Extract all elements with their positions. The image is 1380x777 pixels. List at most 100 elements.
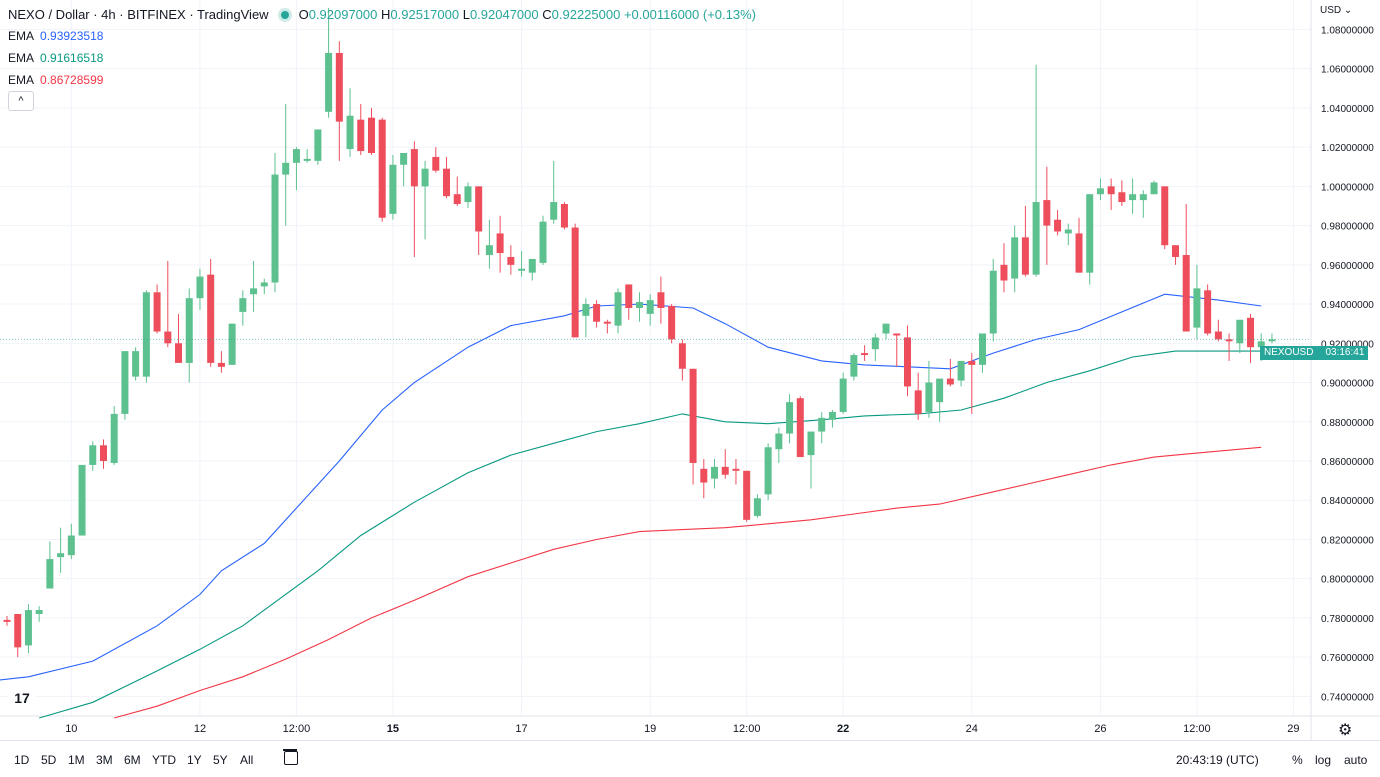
timeframe-5y[interactable]: 5Y	[213, 753, 228, 767]
candle-up[interactable]	[850, 355, 858, 377]
candle-down[interactable]	[893, 333, 901, 336]
candle-up[interactable]	[635, 302, 643, 308]
candle-up[interactable]	[539, 221, 547, 263]
timeframe-1d[interactable]: 1D	[14, 753, 30, 767]
candle-down[interactable]	[560, 204, 568, 228]
candle-up[interactable]	[303, 158, 311, 161]
candle-down[interactable]	[743, 470, 751, 520]
currency-selector[interactable]: USD ⌄	[1320, 5, 1353, 16]
candle-up[interactable]	[67, 535, 75, 556]
candle-up[interactable]	[1032, 202, 1040, 275]
candle-up[interactable]	[239, 298, 247, 312]
candle-up[interactable]	[485, 245, 493, 256]
candle-down[interactable]	[1054, 219, 1062, 232]
candle-up[interactable]	[1011, 237, 1019, 279]
candle-down[interactable]	[1214, 331, 1222, 340]
candle-up[interactable]	[46, 559, 54, 589]
candle-down[interactable]	[861, 353, 869, 356]
timeframe-5d[interactable]: 5D	[41, 753, 57, 767]
ema-legend-1[interactable]: EMA 0.93923518	[8, 29, 104, 43]
candle-up[interactable]	[828, 411, 836, 420]
candle-up[interactable]	[957, 360, 965, 381]
candle-down[interactable]	[1021, 237, 1029, 275]
candle-up[interactable]	[110, 413, 118, 463]
candle-down[interactable]	[1043, 200, 1051, 226]
candle-up[interactable]	[1129, 194, 1137, 201]
candle-up[interactable]	[839, 378, 847, 412]
candle-up[interactable]	[764, 447, 772, 495]
candle-down[interactable]	[14, 613, 22, 648]
ema-legend-2[interactable]: EMA 0.91616518	[8, 51, 104, 65]
candle-up[interactable]	[35, 610, 43, 614]
candle-down[interactable]	[207, 274, 215, 363]
candle-up[interactable]	[314, 129, 322, 161]
candle-up[interactable]	[389, 164, 397, 214]
timeframe-6m[interactable]: 6M	[124, 753, 141, 767]
candle-down[interactable]	[689, 368, 697, 463]
utc-clock[interactable]: 20:43:19 (UTC)	[1176, 753, 1259, 767]
candle-up[interactable]	[1139, 194, 1147, 201]
candle-up[interactable]	[142, 292, 150, 377]
candle-down[interactable]	[378, 119, 386, 218]
timeframe-1m[interactable]: 1M	[68, 753, 85, 767]
candle-up[interactable]	[711, 466, 719, 479]
candle-up[interactable]	[282, 162, 290, 175]
candle-down[interactable]	[443, 168, 451, 197]
candle-up[interactable]	[753, 498, 761, 516]
candle-up[interactable]	[400, 153, 408, 165]
timeframe-1y[interactable]: 1Y	[187, 753, 202, 767]
candle-up[interactable]	[582, 304, 590, 316]
candle-up[interactable]	[775, 433, 783, 450]
candle-up[interactable]	[1064, 229, 1072, 234]
candle-down[interactable]	[700, 468, 708, 483]
candle-up[interactable]	[936, 378, 944, 403]
candle-down[interactable]	[475, 186, 483, 232]
candle-up[interactable]	[786, 402, 794, 434]
candle-up[interactable]	[346, 115, 354, 150]
candle-down[interactable]	[507, 256, 515, 265]
candle-up[interactable]	[24, 610, 32, 646]
candle-down[interactable]	[335, 52, 343, 122]
candle-up[interactable]	[464, 186, 472, 203]
candle-down[interactable]	[668, 306, 676, 340]
candle-up[interactable]	[807, 431, 815, 456]
candle-up[interactable]	[57, 553, 65, 558]
candle-up[interactable]	[78, 464, 86, 536]
ema-legend-3[interactable]: EMA 0.86728599	[8, 73, 104, 87]
candle-up[interactable]	[132, 351, 140, 377]
candle-down[interactable]	[1118, 192, 1126, 203]
candle-up[interactable]	[518, 268, 526, 271]
candle-up[interactable]	[228, 323, 236, 365]
candle-up[interactable]	[614, 292, 622, 326]
candle-down[interactable]	[410, 149, 418, 187]
candle-up[interactable]	[989, 270, 997, 334]
candle-down[interactable]	[1204, 290, 1212, 334]
candle-down[interactable]	[164, 331, 172, 344]
candle-up[interactable]	[1236, 319, 1244, 344]
candle-up[interactable]	[1086, 194, 1094, 273]
candle-up[interactable]	[196, 276, 204, 299]
candle-up[interactable]	[260, 282, 268, 287]
candle-up[interactable]	[818, 417, 826, 432]
candle-up[interactable]	[1150, 182, 1158, 195]
candle-down[interactable]	[1171, 245, 1179, 257]
candle-down[interactable]	[3, 619, 11, 622]
candle-up[interactable]	[528, 258, 536, 273]
candle-up[interactable]	[271, 174, 279, 283]
candle-down[interactable]	[914, 390, 922, 414]
candle-up[interactable]	[292, 149, 300, 163]
candle-down[interactable]	[1225, 339, 1233, 342]
price-chart[interactable]: 0.74000000 0.76000000 0.78000000 0.80000000…	[0, 0, 1380, 740]
candle-up[interactable]	[421, 168, 429, 187]
timeframe-all[interactable]: All	[240, 753, 254, 767]
candle-up[interactable]	[871, 337, 879, 350]
candle-down[interactable]	[1107, 186, 1115, 195]
candle-down[interactable]	[721, 466, 729, 475]
candle-down[interactable]	[175, 343, 183, 363]
candle-up[interactable]	[325, 52, 333, 112]
percent-toggle[interactable]: %	[1292, 753, 1303, 767]
candle-down[interactable]	[99, 445, 107, 461]
timeframe-ytd[interactable]: YTD	[152, 753, 176, 767]
candle-down[interactable]	[678, 343, 686, 369]
candle-down[interactable]	[1182, 255, 1190, 332]
